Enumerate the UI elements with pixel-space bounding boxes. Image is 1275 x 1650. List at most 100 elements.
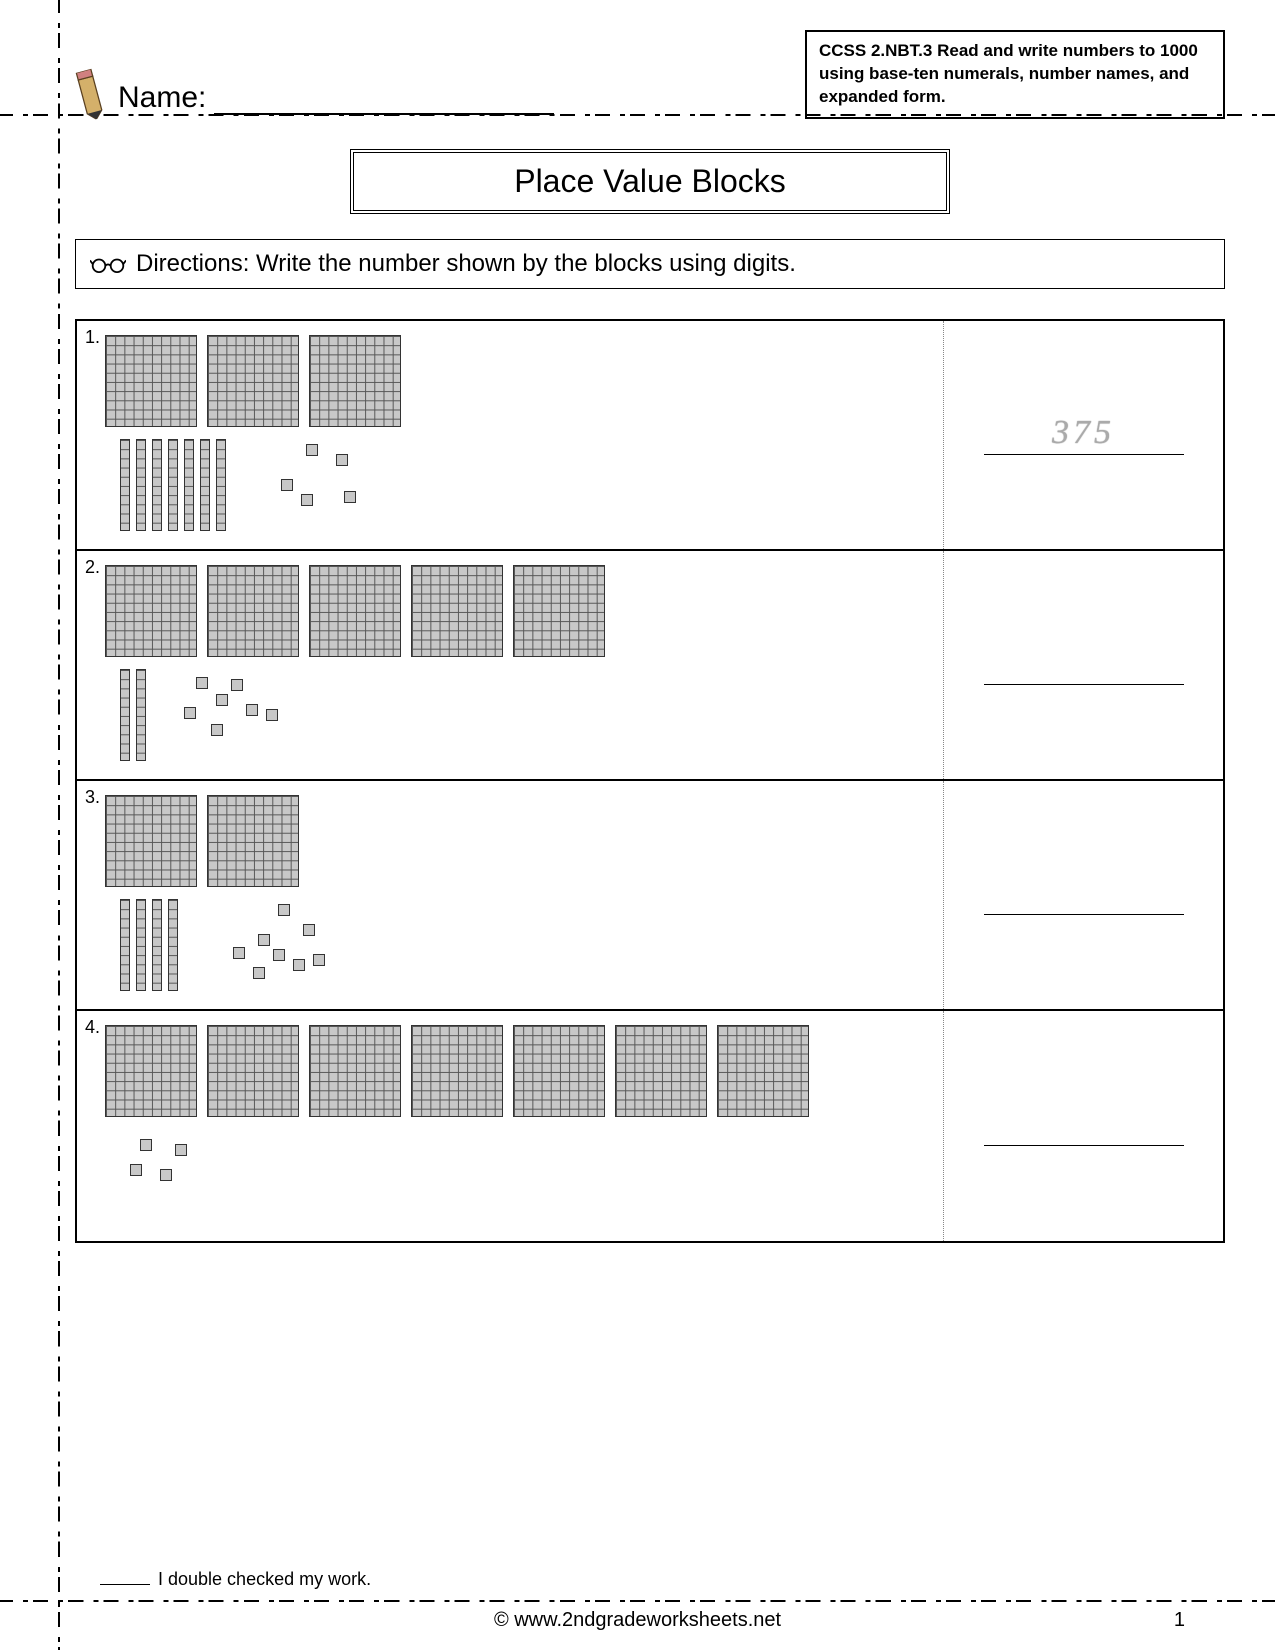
hundred-block bbox=[207, 795, 299, 887]
ten-rod bbox=[136, 439, 146, 531]
one-cube bbox=[216, 694, 228, 706]
answer-area bbox=[943, 781, 1223, 1009]
one-cube bbox=[233, 947, 245, 959]
tens-group bbox=[120, 439, 226, 531]
hundred-block bbox=[105, 335, 197, 427]
blocks-area bbox=[105, 781, 943, 1009]
ones-scatter bbox=[120, 1129, 260, 1219]
pencil-icon bbox=[69, 67, 111, 123]
one-cube bbox=[301, 494, 313, 506]
hundred-block bbox=[105, 1025, 197, 1117]
hundred-block bbox=[105, 795, 197, 887]
hundreds-row bbox=[105, 795, 933, 887]
tens-ones-row bbox=[120, 1129, 933, 1219]
one-cube bbox=[306, 444, 318, 456]
one-cube bbox=[130, 1164, 142, 1176]
name-label: Name: bbox=[118, 81, 206, 115]
glasses-icon bbox=[90, 254, 126, 274]
one-cube bbox=[266, 709, 278, 721]
problems-container: 1. 375 2.3.4. bbox=[75, 319, 1225, 1243]
one-cube bbox=[175, 1144, 187, 1156]
problem-number: 4. bbox=[77, 1011, 105, 1241]
problem-number: 1. bbox=[77, 321, 105, 549]
one-cube bbox=[303, 924, 315, 936]
answer-line[interactable] bbox=[984, 645, 1184, 685]
hundred-block bbox=[105, 565, 197, 657]
ten-rod bbox=[136, 899, 146, 991]
one-cube bbox=[184, 707, 196, 719]
hundreds-row bbox=[105, 565, 933, 657]
ones-scatter bbox=[256, 439, 396, 529]
tens-ones-row bbox=[120, 439, 933, 531]
ten-rod bbox=[200, 439, 210, 531]
hundred-block bbox=[207, 1025, 299, 1117]
tens-group bbox=[120, 899, 178, 991]
one-cube bbox=[258, 934, 270, 946]
answer-line[interactable] bbox=[984, 1106, 1184, 1146]
problem-number: 2. bbox=[77, 551, 105, 779]
footer-check: I double checked my work. bbox=[100, 1569, 371, 1590]
ten-rod bbox=[136, 669, 146, 761]
worksheet-content: Name: CCSS 2.NBT.3 Read and write number… bbox=[75, 30, 1225, 1243]
answer-line[interactable] bbox=[984, 875, 1184, 915]
answer-line[interactable]: 375 bbox=[984, 415, 1184, 455]
check-text: I double checked my work. bbox=[158, 1569, 371, 1590]
blocks-area bbox=[105, 321, 943, 549]
answer-area bbox=[943, 1011, 1223, 1241]
one-cube bbox=[253, 967, 265, 979]
problem-row: 2. bbox=[77, 551, 1223, 781]
directions-box: Directions: Write the number shown by th… bbox=[75, 239, 1225, 289]
one-cube bbox=[344, 491, 356, 503]
ones-scatter bbox=[176, 669, 316, 759]
ten-rod bbox=[120, 439, 130, 531]
example-answer: 375 bbox=[1052, 414, 1115, 452]
ten-rod bbox=[120, 899, 130, 991]
hundred-block bbox=[615, 1025, 707, 1117]
one-cube bbox=[231, 679, 243, 691]
problem-row: 1. 375 bbox=[77, 321, 1223, 551]
one-cube bbox=[293, 959, 305, 971]
one-cube bbox=[246, 704, 258, 716]
blocks-area bbox=[105, 1011, 943, 1241]
answer-area: 375 bbox=[943, 321, 1223, 549]
one-cube bbox=[140, 1139, 152, 1151]
one-cube bbox=[273, 949, 285, 961]
hundred-block bbox=[513, 1025, 605, 1117]
hundreds-row bbox=[105, 1025, 933, 1117]
hundred-block bbox=[207, 565, 299, 657]
blocks-area bbox=[105, 551, 943, 779]
one-cube bbox=[281, 479, 293, 491]
hundred-block bbox=[411, 565, 503, 657]
ten-rod bbox=[216, 439, 226, 531]
worksheet-title: Place Value Blocks bbox=[350, 149, 950, 214]
one-cube bbox=[211, 724, 223, 736]
problem-number: 3. bbox=[77, 781, 105, 1009]
one-cube bbox=[278, 904, 290, 916]
ones-scatter bbox=[208, 899, 348, 989]
name-section: Name: bbox=[75, 70, 554, 115]
standard-box: CCSS 2.NBT.3 Read and write numbers to 1… bbox=[805, 30, 1225, 119]
hundred-block bbox=[207, 335, 299, 427]
answer-area bbox=[943, 551, 1223, 779]
one-cube bbox=[336, 454, 348, 466]
one-cube bbox=[313, 954, 325, 966]
tens-ones-row bbox=[120, 669, 933, 761]
crop-mark-left bbox=[58, 0, 60, 1650]
ten-rod bbox=[168, 439, 178, 531]
directions-text: Directions: Write the number shown by th… bbox=[136, 250, 796, 278]
ten-rod bbox=[152, 439, 162, 531]
page-number: 1 bbox=[1174, 1609, 1185, 1632]
tens-group bbox=[120, 669, 146, 761]
hundred-block bbox=[309, 335, 401, 427]
check-line[interactable] bbox=[100, 1584, 150, 1585]
hundred-block bbox=[411, 1025, 503, 1117]
ten-rod bbox=[120, 669, 130, 761]
ten-rod bbox=[184, 439, 194, 531]
one-cube bbox=[196, 677, 208, 689]
ten-rod bbox=[168, 899, 178, 991]
hundred-block bbox=[513, 565, 605, 657]
hundred-block bbox=[309, 565, 401, 657]
header-row: Name: CCSS 2.NBT.3 Read and write number… bbox=[75, 30, 1225, 119]
problem-row: 4. bbox=[77, 1011, 1223, 1241]
name-input-line[interactable] bbox=[214, 87, 554, 115]
